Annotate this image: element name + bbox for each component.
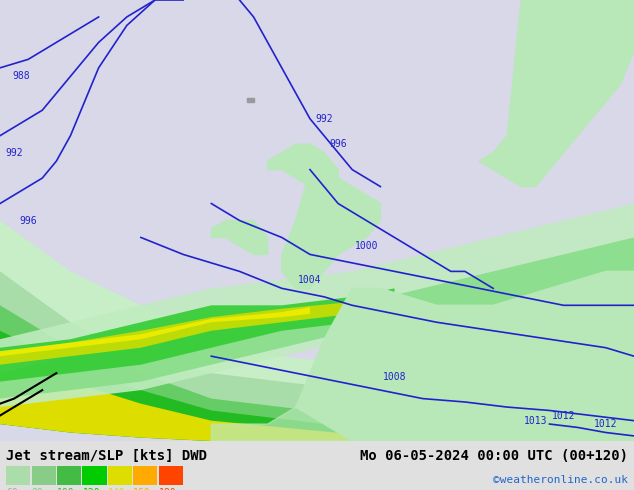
Polygon shape xyxy=(247,98,254,102)
Text: 992: 992 xyxy=(5,147,23,158)
Text: 140: 140 xyxy=(108,488,126,490)
Polygon shape xyxy=(211,407,353,441)
Text: 80: 80 xyxy=(32,488,44,490)
Polygon shape xyxy=(0,305,634,441)
Polygon shape xyxy=(479,0,634,187)
Text: 1008: 1008 xyxy=(383,371,406,382)
Text: 100: 100 xyxy=(57,488,75,490)
Text: 60: 60 xyxy=(6,488,18,490)
Polygon shape xyxy=(0,348,634,441)
Text: 992: 992 xyxy=(315,114,333,124)
Polygon shape xyxy=(296,271,634,441)
Text: 1004: 1004 xyxy=(298,275,321,285)
Polygon shape xyxy=(0,331,634,441)
Polygon shape xyxy=(0,238,634,398)
Text: 988: 988 xyxy=(12,72,30,81)
Polygon shape xyxy=(0,203,634,407)
Text: 120: 120 xyxy=(82,488,100,490)
Polygon shape xyxy=(268,144,338,187)
Polygon shape xyxy=(0,271,634,441)
Text: ©weatheronline.co.uk: ©weatheronline.co.uk xyxy=(493,475,628,485)
Polygon shape xyxy=(211,220,268,254)
Polygon shape xyxy=(0,288,394,382)
Polygon shape xyxy=(0,302,353,365)
Text: 1012: 1012 xyxy=(594,419,618,429)
Polygon shape xyxy=(0,307,310,356)
Text: 996: 996 xyxy=(20,216,37,225)
Polygon shape xyxy=(281,170,380,288)
Text: 160: 160 xyxy=(133,488,151,490)
Text: 996: 996 xyxy=(329,139,347,149)
Text: 180: 180 xyxy=(158,488,176,490)
Polygon shape xyxy=(0,220,634,441)
Text: 1012: 1012 xyxy=(552,411,575,420)
Text: 1000: 1000 xyxy=(354,241,378,251)
Text: Mo 06-05-2024 00:00 UTC (00+120): Mo 06-05-2024 00:00 UTC (00+120) xyxy=(359,449,628,463)
Text: Jet stream/SLP [kts] DWD: Jet stream/SLP [kts] DWD xyxy=(6,449,207,463)
Text: 1013: 1013 xyxy=(524,416,547,426)
